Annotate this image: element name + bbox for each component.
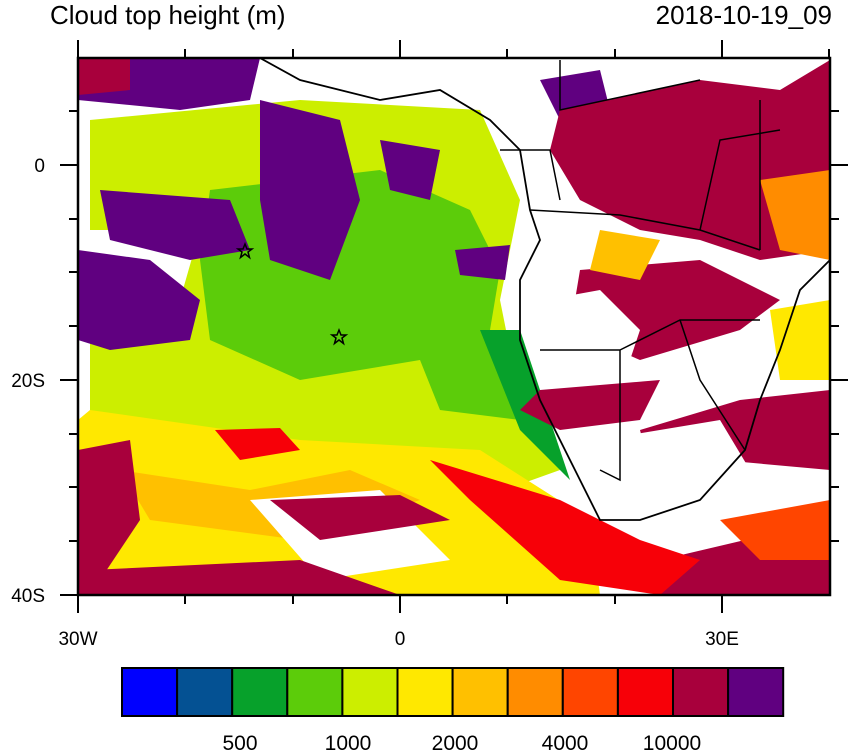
colorbar bbox=[121, 667, 785, 717]
x-tick-label: 30E bbox=[705, 629, 739, 650]
plot-title: Cloud top height (m) bbox=[50, 0, 286, 30]
colorbar-box bbox=[616, 667, 675, 717]
colorbar-label: 10000 bbox=[643, 732, 701, 750]
colorbar-label: 2000 bbox=[432, 732, 479, 750]
star-marker bbox=[329, 327, 349, 346]
borders bbox=[500, 60, 781, 482]
colorbar-box bbox=[727, 667, 785, 717]
colorbar-box bbox=[451, 667, 509, 717]
colorbar-box bbox=[561, 667, 619, 717]
x-tick-label: 0 bbox=[395, 629, 406, 650]
cloud-field bbox=[78, 58, 830, 595]
colorbar-box bbox=[341, 667, 399, 717]
colorbar-box bbox=[506, 667, 564, 717]
y-tick-label: 40S bbox=[11, 586, 45, 607]
colorbar-box bbox=[231, 667, 289, 717]
plot-timestamp: 2018-10-19_09 bbox=[655, 0, 832, 30]
star-markers bbox=[235, 241, 349, 346]
coastline bbox=[259, 58, 830, 521]
colorbar-label: 500 bbox=[222, 732, 257, 750]
colorbar-box bbox=[121, 667, 179, 717]
x-tick-label: 30W bbox=[58, 629, 97, 650]
axis-ticks bbox=[60, 40, 848, 613]
star-marker bbox=[235, 241, 255, 260]
colorbar-label: 4000 bbox=[542, 732, 589, 750]
region-red bbox=[215, 428, 300, 460]
colorbar-box bbox=[286, 667, 344, 717]
colorbar-box bbox=[176, 667, 234, 717]
colorbar-box bbox=[396, 667, 454, 717]
y-tick-label: 20S bbox=[11, 371, 45, 392]
colorbar-box bbox=[672, 667, 730, 717]
y-tick-label: 0 bbox=[34, 156, 45, 177]
colorbar-label: 1000 bbox=[325, 732, 372, 750]
